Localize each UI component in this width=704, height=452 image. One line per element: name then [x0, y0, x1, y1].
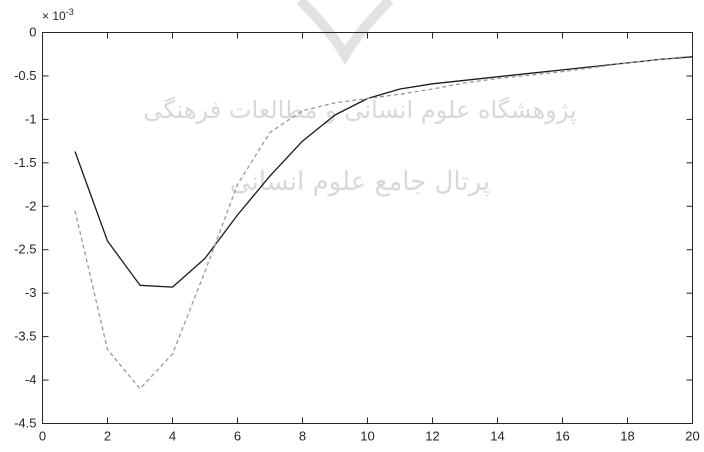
y-tick-label: -3 — [25, 285, 37, 300]
x-tick-label: 20 — [685, 429, 699, 444]
y-axis: 0 -0.5 -1 -1.5 -2 -2.5 -3 -3.5 -4 -4.5 — [14, 25, 693, 431]
watermark: پژوهشگاه علوم انسانی و مطالعات فرهنگی پر… — [143, 0, 577, 197]
x-tick-label: 14 — [490, 429, 504, 444]
y-tick-label: -2.5 — [14, 242, 36, 257]
y-exponent-power: -3 — [66, 7, 74, 17]
x-tick-label: 2 — [104, 429, 111, 444]
x-tick-label: 10 — [360, 429, 374, 444]
y-tick-label: -1 — [25, 111, 37, 126]
y-tick-label: -4 — [25, 372, 37, 387]
watermark-line-1: پژوهشگاه علوم انسانی و مطالعات فرهنگی — [143, 96, 576, 124]
y-exponent-label: × 10-3 — [42, 7, 74, 23]
y-tick-label: -3.5 — [14, 329, 36, 344]
x-tick-label: 8 — [299, 429, 306, 444]
x-axis: 0 2 4 6 8 10 12 14 16 18 20 — [39, 32, 700, 444]
x-tick-label: 16 — [555, 429, 569, 444]
y-tick-label: -1.5 — [14, 155, 36, 170]
y-tick-label: -4.5 — [14, 416, 36, 431]
x-tick-label: 18 — [620, 429, 634, 444]
x-tick-label: 6 — [234, 429, 241, 444]
y-exponent-base: × 10 — [42, 9, 66, 23]
watermark-line-2: پرتال جامع علوم انسانی — [230, 167, 490, 197]
series-line-1-solid — [74, 56, 693, 288]
plot-area-frame — [42, 32, 693, 424]
y-tick-label: 0 — [29, 25, 36, 40]
y-tick-label: -2 — [25, 198, 37, 213]
x-tick-label: 12 — [425, 429, 439, 444]
x-tick-label: 0 — [39, 429, 46, 444]
watermark-logo-mark — [296, 0, 394, 65]
x-tick-label: 4 — [169, 429, 176, 444]
series-layer — [74, 55, 693, 390]
series-line-2-dashed — [74, 55, 693, 390]
y-tick-label: -0.5 — [14, 68, 36, 83]
